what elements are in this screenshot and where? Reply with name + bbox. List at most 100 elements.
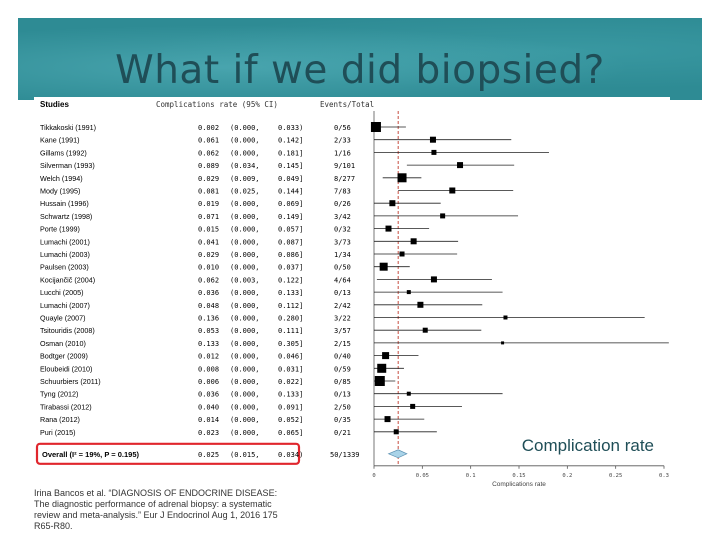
events-total: 3/22	[334, 315, 351, 323]
ci-upper: 0.086]	[278, 251, 303, 259]
overall-ci-upper: 0.034)	[278, 451, 303, 459]
study-point	[429, 136, 436, 143]
rate-value: 0.053	[198, 327, 219, 335]
ci-lower: (0.000,	[230, 365, 260, 373]
study-point	[406, 290, 411, 295]
study-label: Silverman (1993)	[40, 161, 95, 170]
header-studies: Studies	[40, 100, 69, 109]
study-label: Gillams (1992)	[40, 148, 87, 157]
study-point	[440, 213, 446, 219]
overall-ci-lower: (0.015,	[230, 451, 260, 459]
study-label: Lumachi (2003)	[40, 250, 90, 259]
slide-title: What if we did biopsied?	[115, 48, 605, 93]
study-point	[422, 327, 428, 333]
study-point	[374, 376, 385, 386]
forest-rows: Tikkakoski (1991) 0.002 (0.000, 0.033) 0/56 K…	[40, 111, 669, 466]
rate-value: 0.071	[198, 213, 219, 221]
title-band-glow	[18, 18, 702, 100]
events-total: 0/56	[334, 124, 351, 132]
study-label: Lucchi (2005)	[40, 288, 84, 297]
rate-value: 0.061	[198, 137, 219, 145]
ci-lower: (0.034,	[230, 162, 260, 170]
study-label: Hussain (1996)	[40, 199, 89, 208]
study-point	[399, 251, 405, 257]
study-label: Bodtger (2009)	[40, 352, 88, 361]
axis-tick-label: 0.15	[512, 473, 525, 479]
ci-upper: 0.149]	[278, 213, 303, 221]
ci-lower: (0.000,	[230, 213, 260, 221]
study-label: Welch (1994)	[40, 174, 83, 183]
ci-lower: (0.025,	[230, 188, 260, 196]
study-label: Paulsen (2003)	[40, 263, 89, 272]
events-total: 0/40	[334, 353, 351, 361]
events-total: 2/33	[334, 137, 351, 145]
rate-value: 0.041	[198, 238, 219, 246]
events-total: 0/13	[334, 391, 351, 399]
overall-events: 50/1339	[330, 451, 360, 459]
ci-upper: 0.142]	[278, 137, 303, 145]
ci-upper: 0.280]	[278, 315, 303, 323]
study-label: Tirabassi (2012)	[40, 402, 92, 411]
study-point	[385, 225, 392, 232]
ci-upper: 0.111]	[278, 327, 303, 335]
ci-lower: (0.000,	[230, 340, 260, 348]
events-total: 0/35	[334, 416, 351, 424]
study-label: Schuurbiers (2011)	[40, 377, 101, 386]
ci-upper: 0.122]	[278, 276, 303, 284]
title-band	[18, 18, 702, 100]
rate-value: 0.081	[198, 188, 219, 196]
axis-tick-label: 0.25	[609, 473, 622, 479]
events-total: 2/50	[334, 403, 351, 411]
rate-value: 0.010	[198, 264, 219, 272]
rate-value: 0.040	[198, 403, 219, 411]
events-total: 0/13	[334, 289, 351, 297]
events-total: 9/101	[334, 162, 355, 170]
ci-upper: 0.133]	[278, 391, 303, 399]
rate-value: 0.014	[198, 416, 219, 424]
ci-lower: (0.009,	[230, 175, 260, 183]
study-label: Porte (1999)	[40, 225, 80, 234]
ci-upper: 0.022]	[278, 378, 303, 386]
plot-background	[34, 97, 670, 487]
rate-value: 0.062	[198, 276, 219, 284]
study-point	[393, 429, 399, 435]
axis-tick-label: 0.2	[562, 473, 572, 479]
events-total: 1/16	[334, 149, 351, 157]
study-point	[406, 391, 411, 396]
ci-upper: 0.057]	[278, 226, 303, 234]
ci-lower: (0.000,	[230, 226, 260, 234]
study-point	[417, 301, 424, 308]
study-point	[384, 416, 391, 423]
study-label: Tyng (2012)	[40, 390, 78, 399]
overall-diamond	[387, 449, 408, 459]
study-label: Lumachi (2001)	[40, 237, 90, 246]
ci-upper: 0.052]	[278, 416, 303, 424]
rate-value: 0.012	[198, 353, 219, 361]
ci-lower: (0.003,	[230, 276, 260, 284]
ci-lower: (0.000,	[230, 416, 260, 424]
study-label: Schwartz (1998)	[40, 212, 92, 221]
study-label: Quayle (2007)	[40, 314, 86, 323]
study-point	[377, 363, 387, 373]
ci-upper: 0.145]	[278, 162, 303, 170]
study-point	[382, 352, 390, 360]
ci-upper: 0.046]	[278, 353, 303, 361]
study-label: Tikkakoski (1991)	[40, 123, 96, 132]
study-point	[370, 122, 381, 132]
ci-upper: 0.087]	[278, 238, 303, 246]
ci-upper: 0.181]	[278, 149, 303, 157]
study-label: Kocijančič (2004)	[40, 275, 95, 284]
complication-rate-caption: Complication rate	[521, 436, 654, 455]
ci-upper: 0.033)	[278, 124, 303, 132]
ci-lower: (0.000,	[230, 200, 260, 208]
rate-value: 0.089	[198, 162, 219, 170]
events-total: 0/50	[334, 264, 351, 272]
ci-lower: (0.000,	[230, 289, 260, 297]
events-total: 0/85	[334, 378, 351, 386]
ci-upper: 0.144]	[278, 188, 303, 196]
ci-upper: 0.112]	[278, 302, 303, 310]
ci-lower: (0.000,	[230, 378, 260, 386]
header-events: Events/Total	[320, 100, 374, 109]
study-point	[410, 238, 417, 245]
study-point	[431, 149, 437, 155]
